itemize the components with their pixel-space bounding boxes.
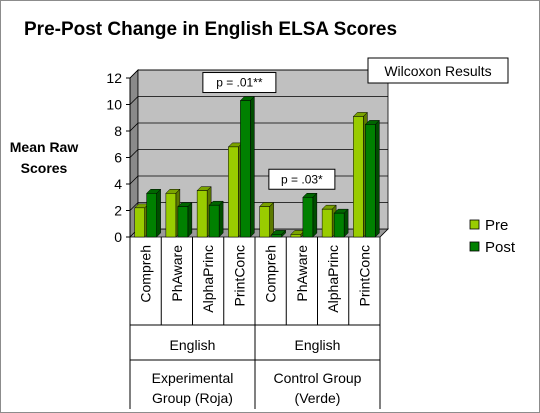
legend-label: Pre (485, 217, 508, 234)
group-label: (Verde) (295, 390, 341, 406)
y-tick-label: 0 (114, 229, 122, 245)
bar (333, 212, 345, 238)
bar-side (312, 192, 318, 238)
bar-side (250, 95, 255, 238)
gridline (129, 96, 388, 105)
group-label: Group (Roja) (152, 390, 233, 406)
bar-side (375, 119, 380, 238)
gridline (129, 149, 388, 158)
bar (302, 197, 314, 238)
y-tick-label: 4 (114, 176, 122, 192)
p-value-box (202, 72, 277, 94)
bar-side (187, 201, 193, 238)
p-value-box (268, 168, 336, 190)
annotation-box (367, 57, 509, 84)
bar (146, 193, 157, 238)
x-tick-label: PrintConc (231, 245, 247, 306)
p-value-label: p = .01** (216, 76, 263, 90)
legend-swatch (469, 219, 480, 230)
chart-title: Pre-Post Change in English ELSA Scores (24, 19, 397, 40)
bar (240, 100, 251, 238)
bar (208, 204, 220, 238)
y-tick-label: 6 (114, 150, 122, 166)
bar (177, 206, 189, 238)
subject-label: English (170, 337, 216, 353)
y-tick-label: 8 (114, 123, 122, 139)
group-label: Control Group (274, 370, 362, 386)
bar (228, 146, 239, 238)
x-tick-label: PhAware (294, 245, 310, 302)
legend-label: Post (485, 239, 516, 256)
plot-area: 0 2 4 6 8 10 12 Mean Raw Scores Compreh PhAware Alp… (10, 57, 532, 409)
bar-side (269, 201, 274, 238)
x-tick-label: PhAware (169, 245, 185, 302)
annotation-text: Wilcoxon Results (384, 63, 491, 79)
bar-side (343, 208, 349, 238)
bar (259, 206, 270, 238)
y-axis-label: Mean Raw (10, 139, 79, 155)
p-value-label: p = .03* (281, 172, 323, 186)
legend-swatch (469, 241, 480, 252)
bar-side (156, 188, 161, 238)
group-label: Experimental (152, 370, 234, 386)
y-tick-label: 10 (106, 97, 122, 113)
x-tick-label: Compreh (138, 245, 154, 303)
y-tick-label: 2 (114, 203, 122, 219)
gridline (129, 69, 388, 79)
x-tick-label: Compreh (263, 245, 279, 303)
bar-side (218, 200, 224, 238)
bar (353, 116, 364, 238)
bar (290, 234, 302, 238)
bar (165, 193, 177, 238)
y-axis-label: Scores (21, 160, 68, 176)
bar (196, 190, 208, 238)
x-tick-label: AlphaPrinc (325, 245, 341, 313)
bar (365, 124, 376, 238)
x-tick-label: AlphaPrinc (200, 245, 216, 313)
x-tick-label: PrintConc (356, 245, 372, 306)
y-tick-label: 12 (106, 70, 122, 86)
gridline (129, 122, 388, 132)
bar (134, 207, 145, 238)
bar (271, 234, 282, 238)
subject-label: English (295, 337, 341, 353)
bar (321, 208, 333, 238)
